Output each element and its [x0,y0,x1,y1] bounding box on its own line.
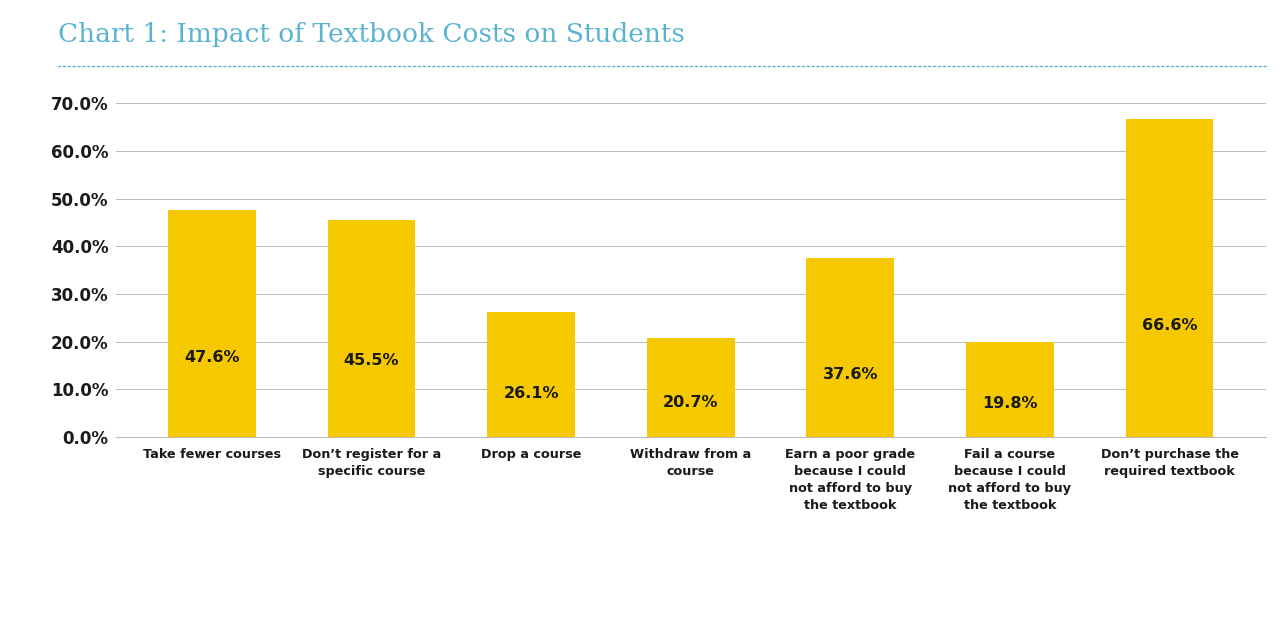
Bar [328,220,415,437]
Text: 45.5%: 45.5% [343,353,400,368]
Text: 47.6%: 47.6% [184,350,239,365]
Bar [487,313,574,437]
Text: 20.7%: 20.7% [663,395,718,410]
Bar [646,338,735,437]
Text: 19.8%: 19.8% [982,396,1038,411]
Text: Chart 1: Impact of Textbook Costs on Students: Chart 1: Impact of Textbook Costs on Stu… [58,22,685,47]
Text: 66.6%: 66.6% [1142,318,1198,333]
Text: 37.6%: 37.6% [822,367,878,382]
Bar [807,258,894,437]
Bar [168,210,256,437]
Bar [966,343,1054,437]
Text: 26.1%: 26.1% [504,386,559,401]
Bar [1126,120,1213,437]
